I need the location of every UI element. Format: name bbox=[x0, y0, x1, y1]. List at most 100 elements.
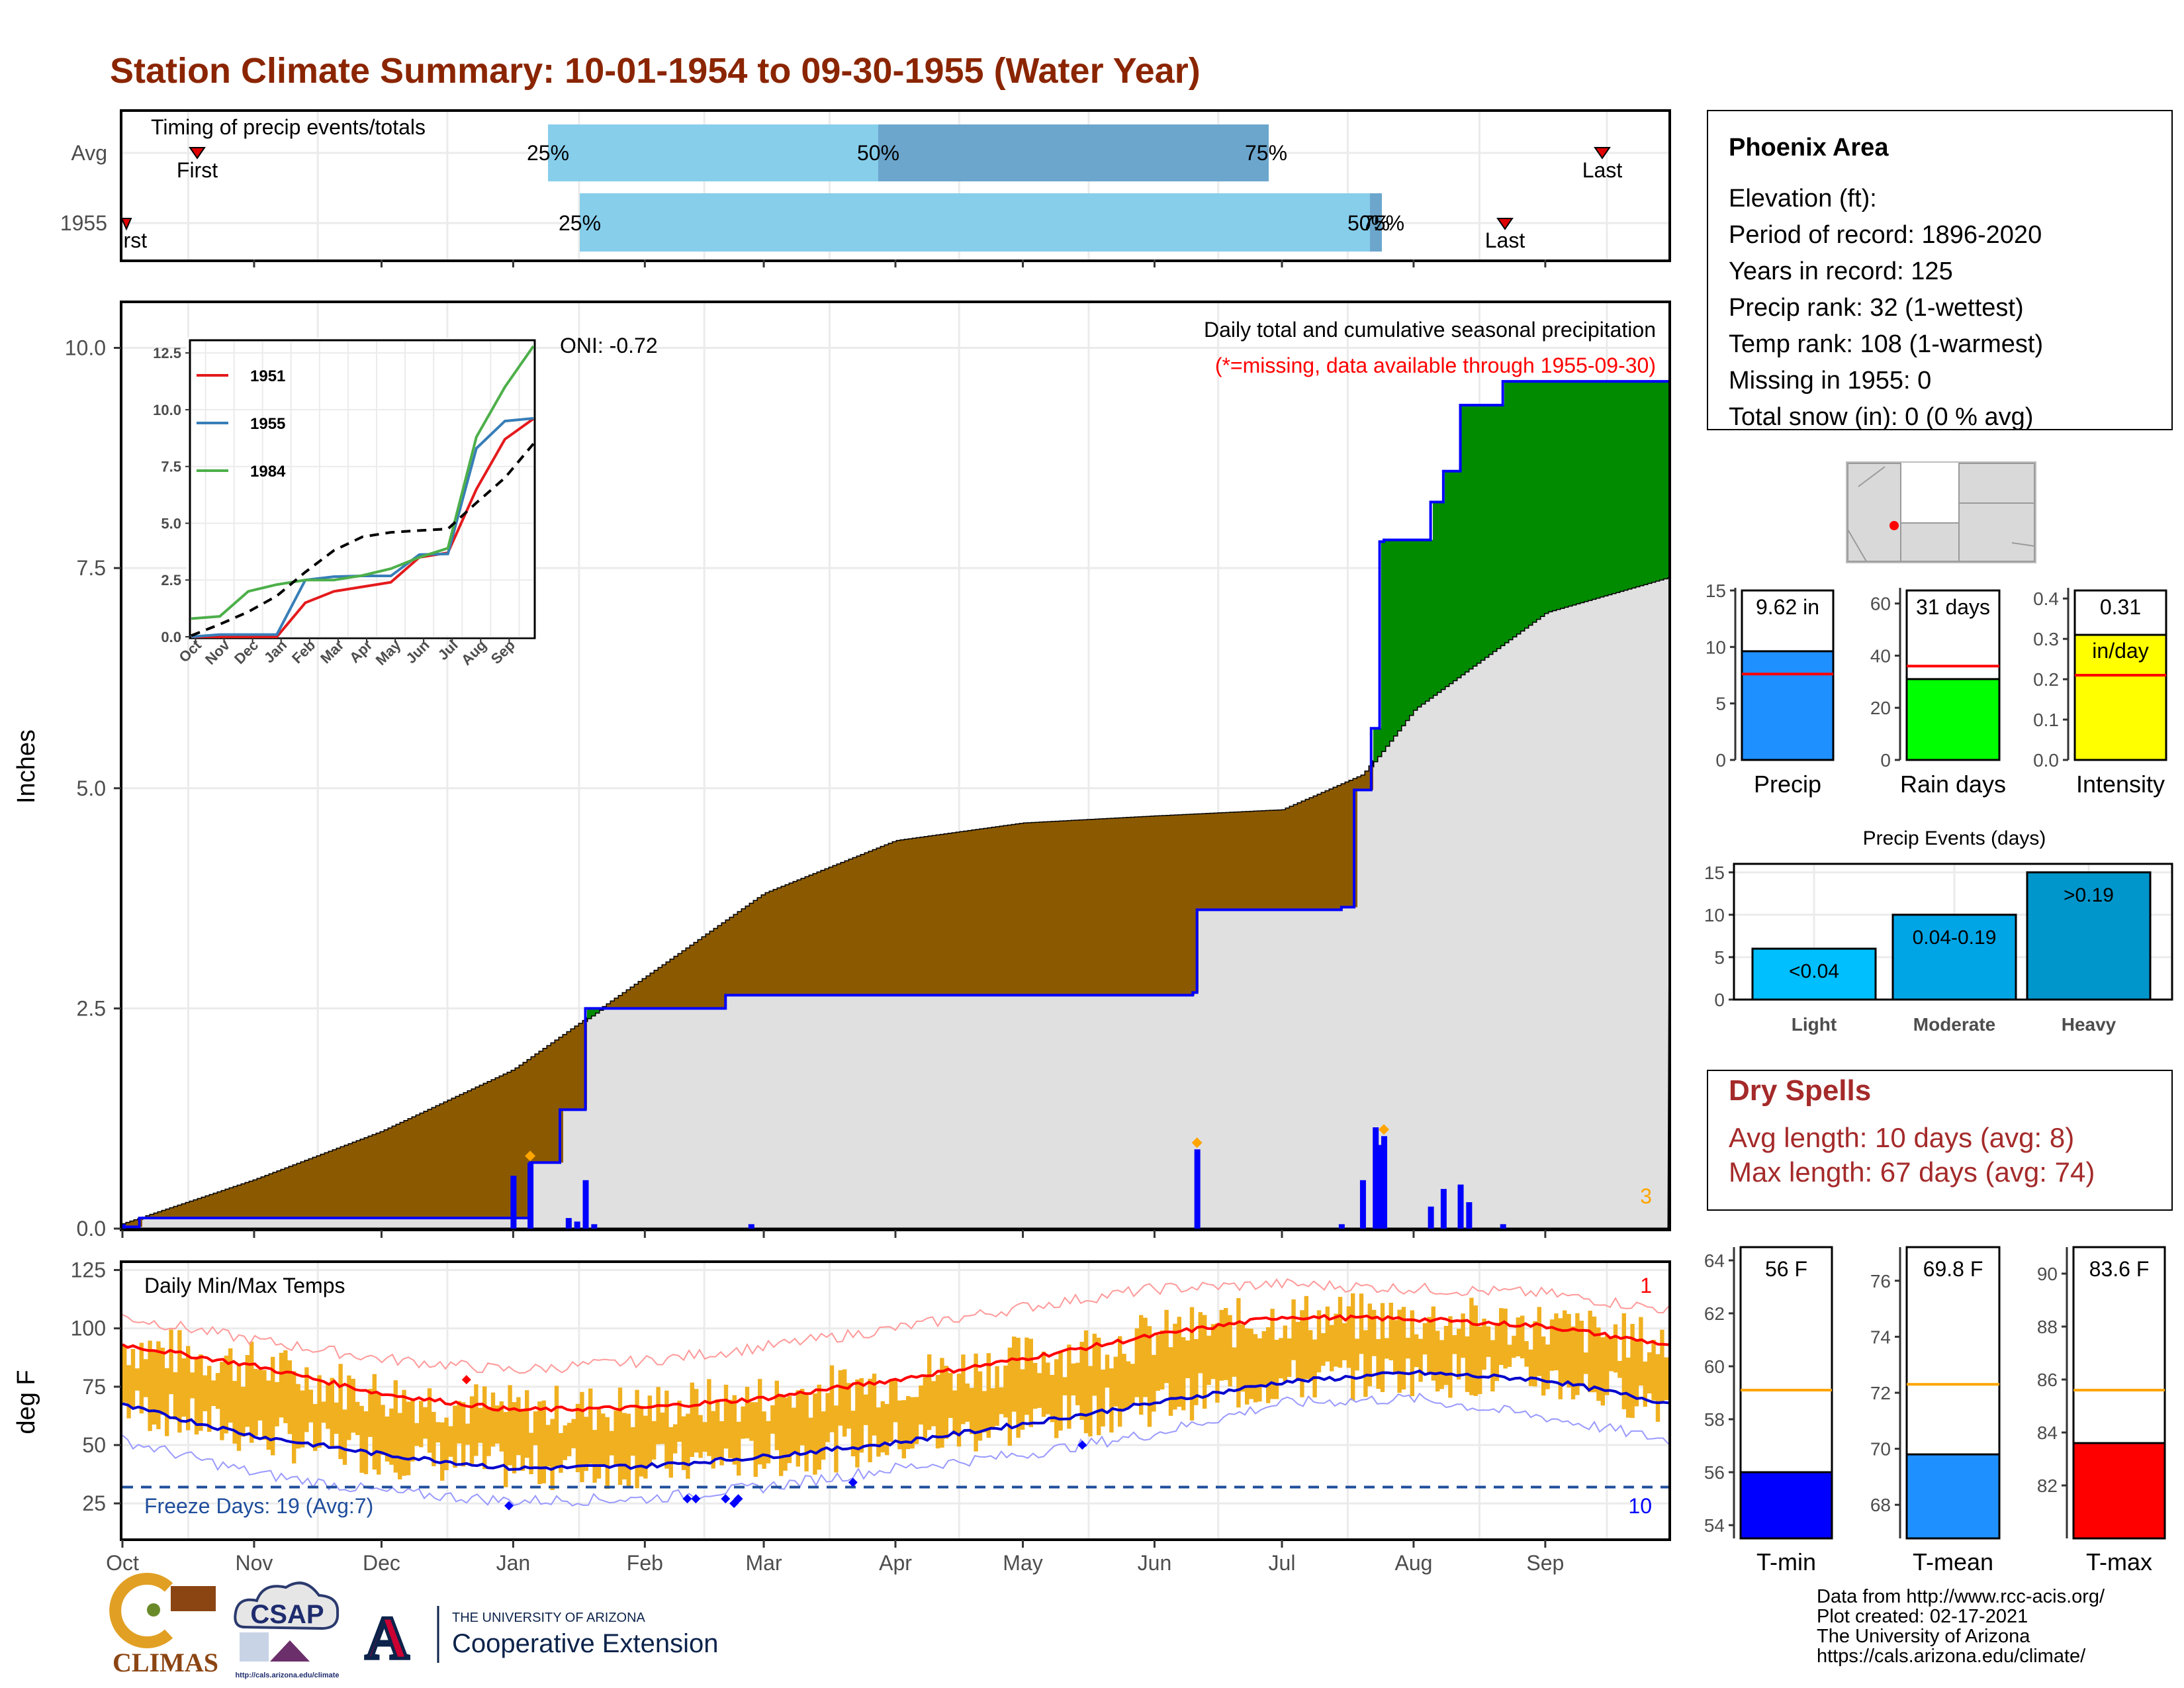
daily-precip-bar bbox=[1466, 1202, 1473, 1229]
climas-emblem-block bbox=[171, 1586, 216, 1611]
temp-summary-bars: 54 56 58 60 62 64 56 F T-min 68 70 72 74 76 69.8 F T-m… bbox=[1704, 1246, 2166, 1575]
temp-plot-area bbox=[122, 1278, 1669, 1511]
temp-count-bottom: 10 bbox=[1628, 1494, 1652, 1518]
month-tick-label: Jan bbox=[496, 1551, 531, 1575]
timing-year-first-marker bbox=[120, 218, 132, 231]
credit-line-created: Plot created: 02-17-2021 bbox=[1817, 1606, 2028, 1627]
climas-emblem bbox=[109, 1573, 173, 1648]
inset-legend: 1951 1955 1984 bbox=[197, 367, 286, 481]
daily-precip-bar bbox=[565, 1218, 572, 1229]
temp-bar-value-label: 83.6 F bbox=[2089, 1257, 2150, 1281]
inset-legend-label: 1955 bbox=[250, 415, 285, 433]
precip-caption: Daily total and cumulative seasonal prec… bbox=[1204, 318, 1656, 342]
timing-year-q75-label: 75% bbox=[1362, 211, 1404, 235]
precip-events-title: Precip Events (days) bbox=[1863, 827, 2046, 849]
timing-year-q25-label: 25% bbox=[559, 211, 601, 235]
precip-event-marker bbox=[1379, 1124, 1390, 1135]
temp-y-axis: 25 50 75 100 125 bbox=[71, 1258, 121, 1515]
inset-series-line bbox=[191, 418, 535, 638]
daily-precip-bar bbox=[1381, 1136, 1388, 1229]
summary-y-tick-label: 0.0 bbox=[2033, 750, 2059, 771]
temp-bar-y-tick-label: 70 bbox=[1870, 1439, 1891, 1460]
temp-bar-y-tick-label: 54 bbox=[1704, 1515, 1725, 1536]
events-category-label: Light bbox=[1792, 1014, 1837, 1035]
daily-precip-bar bbox=[1377, 1145, 1383, 1229]
summary-y-tick-label: 5 bbox=[1715, 694, 1726, 714]
temp-bar-value-label: 69.8 F bbox=[1923, 1257, 1983, 1281]
temp-y-tick-label: 125 bbox=[71, 1258, 106, 1282]
ua-university-name: THE UNIVERSITY OF ARIZONA bbox=[452, 1611, 646, 1625]
inset-y-tick-label: 12.5 bbox=[153, 345, 181, 361]
csap-wordmark: CSAP bbox=[250, 1600, 324, 1629]
inset-y-tick-label: 7.5 bbox=[161, 459, 181, 475]
precip-y-axis: 0.0 2.5 5.0 7.5 10.0 bbox=[65, 336, 121, 1241]
avg-max-temp-line bbox=[122, 1313, 1669, 1413]
temp-bar bbox=[1739, 1471, 1833, 1540]
temp-record-marker bbox=[691, 1494, 701, 1504]
precip-y-tick-label: 7.5 bbox=[77, 556, 106, 580]
csap-mountain bbox=[270, 1640, 310, 1662]
daily-precip-bar bbox=[1359, 1180, 1366, 1229]
summary-bars: 0 5 10 15 9.62 in Precip 0 20 40 60 31 days Rain da… bbox=[1706, 581, 2167, 798]
csap-cloud bbox=[234, 1581, 340, 1630]
timing-avg-q25-label: 25% bbox=[527, 141, 569, 165]
summary-y-tick-label: 0.3 bbox=[2033, 629, 2059, 649]
info-line-precip-rank: Precip rank: 32 (1-wettest) bbox=[1729, 294, 2024, 322]
avg-min-temp-line bbox=[122, 1369, 1669, 1472]
summary-y-tick-label: 0 bbox=[1880, 750, 1891, 771]
temp-y-tick-label: 25 bbox=[82, 1491, 106, 1515]
month-tick-label: Feb bbox=[627, 1551, 663, 1575]
timing-year-last-marker bbox=[1496, 218, 1514, 230]
inset-legend-label: 1984 bbox=[250, 463, 286, 481]
temp-record-marker bbox=[682, 1494, 692, 1504]
summary-y-tick-label: 15 bbox=[1706, 581, 1726, 601]
location-map bbox=[1846, 461, 2036, 563]
inset-lines bbox=[191, 345, 535, 638]
climas-logo: CLIMAS bbox=[109, 1573, 218, 1677]
timing-year-bar-q50-q75 bbox=[1370, 193, 1382, 252]
temp-y-tick-label: 75 bbox=[82, 1375, 106, 1399]
summary-y-tick-label: 40 bbox=[1870, 645, 1891, 666]
daily-precip-bar bbox=[121, 1224, 126, 1229]
timing-avg-q75-label: 75% bbox=[1245, 141, 1287, 165]
precip-events-plot: 0 5 10 15 <0.04 Light 0.04-0.19 Moderate >0.19 He… bbox=[1704, 863, 2173, 1035]
daily-precip-bar bbox=[1373, 1127, 1379, 1229]
precip-y-axis-label: Inches bbox=[13, 729, 40, 804]
temp-bar-y-tick-label: 74 bbox=[1870, 1327, 1891, 1347]
events-y-tick-label: 10 bbox=[1704, 905, 1725, 925]
events-bar-label: <0.04 bbox=[1789, 961, 1839, 982]
summary-value-label: 0.31 bbox=[2100, 595, 2141, 619]
temp-bar-y-tick-label: 76 bbox=[1870, 1271, 1891, 1291]
inset-y-tick-label: 5.0 bbox=[161, 515, 181, 532]
dry-spells-box: Dry Spells Avg length: 10 days (avg: 8) … bbox=[1707, 1070, 2173, 1211]
temp-bar-label: T-max bbox=[2086, 1548, 2152, 1575]
daily-precip-bar bbox=[1194, 1149, 1201, 1229]
map-states bbox=[1847, 463, 2035, 562]
events-bar bbox=[1751, 947, 1877, 1001]
summary-value-label: 9.62 in bbox=[1756, 595, 1819, 619]
info-line-period: Period of record: 1896-2020 bbox=[1729, 221, 2042, 249]
daily-precip-bar bbox=[510, 1176, 517, 1229]
temp-bar bbox=[2072, 1442, 2166, 1540]
summary-bar-label: Intensity bbox=[2076, 771, 2165, 798]
precip-y-tick-label: 5.0 bbox=[77, 776, 106, 800]
daily-precip-bar bbox=[582, 1180, 589, 1229]
timing-avg-first-label: First bbox=[177, 158, 218, 182]
ua-logo: A THE UNIVERSITY OF ARIZONA Cooperative … bbox=[363, 1603, 718, 1673]
credits: Data from http://www.rcc-acis.org/ Plot … bbox=[1817, 1586, 2105, 1667]
credit-line-source: Data from http://www.rcc-acis.org/ bbox=[1817, 1586, 2105, 1607]
events-y-tick-label: 5 bbox=[1714, 947, 1725, 968]
events-frame bbox=[1733, 863, 2173, 1001]
page-title: Station Climate Summary: 10-01-1954 to 0… bbox=[110, 51, 1201, 91]
summary-y-tick-label: 0 bbox=[1715, 750, 1726, 771]
daily-precip-bar bbox=[574, 1221, 580, 1229]
summary-bar-label: Rain days bbox=[1900, 771, 2006, 798]
temp-bar-y-tick-label: 82 bbox=[2037, 1476, 2058, 1496]
inset-legend-label: 1951 bbox=[250, 367, 285, 385]
daily-precip-bar bbox=[591, 1224, 598, 1229]
temp-y-tick-label: 50 bbox=[82, 1433, 106, 1457]
timing-year-bar-q25-q50 bbox=[580, 193, 1370, 252]
daily-precip-bar bbox=[1428, 1206, 1434, 1229]
timing-year-first-label: First bbox=[106, 228, 147, 252]
dry-spells-frame bbox=[1707, 1070, 2173, 1211]
